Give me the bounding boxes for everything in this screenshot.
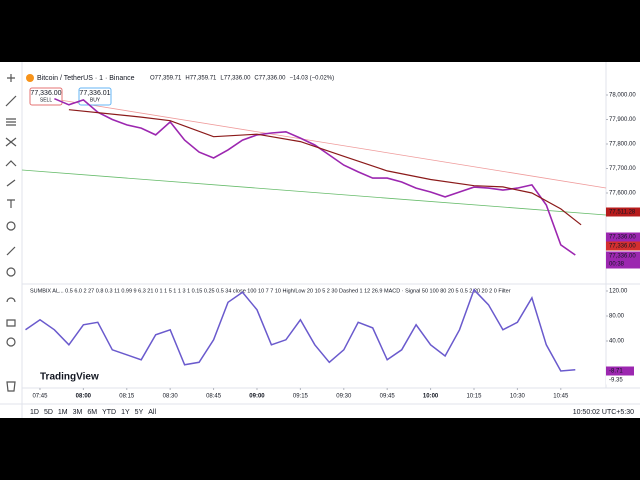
ohlc-value: O77,359.71 (150, 76, 182, 82)
range-button[interactable]: 1Y (121, 409, 130, 416)
ohlc-value: H77,359.71 (185, 76, 217, 82)
fib-tool[interactable] (6, 118, 16, 126)
logo: TradingView (40, 372, 99, 383)
osc-badge-label: -8.71 (609, 369, 623, 375)
series-line (25, 288, 576, 372)
x-tick-label: 09:45 (380, 394, 396, 400)
series-line (68, 109, 582, 226)
text-tool[interactable] (7, 199, 15, 208)
hide-tool[interactable] (6, 337, 16, 347)
ohlc-value: C77,336.00 (254, 76, 286, 82)
range-button[interactable]: 1M (58, 409, 68, 416)
clock: 10:50:02 UTC+5:30 (573, 409, 634, 416)
sell-price: 77,336.00 (30, 90, 61, 97)
price-badge-label: 77,336.00 (609, 254, 636, 260)
buy-price: 77,336.01 (79, 90, 110, 97)
pattern-tool[interactable] (5, 137, 17, 147)
ohlc-value: −14.03 (−0.02%) (289, 76, 334, 82)
ohlc-value: L77,336.00 (220, 76, 251, 82)
forecast-tool[interactable] (5, 160, 17, 167)
range-button[interactable]: YTD (102, 409, 116, 416)
osc-badge (606, 375, 634, 385)
osc-badge (606, 366, 634, 376)
zoom-tool[interactable] (6, 267, 16, 277)
lock-tool[interactable] (6, 319, 16, 327)
measure-tool[interactable] (6, 246, 16, 256)
range-button[interactable]: 5Y (135, 409, 144, 416)
x-tick-label: 10:30 (510, 394, 526, 400)
y-tick-label: 78,000.00 (609, 93, 636, 99)
y-tick-label: 80.00 (609, 314, 625, 320)
icon-tool[interactable] (6, 221, 16, 231)
y-tick-label: 77,600.00 (609, 191, 636, 197)
range-button[interactable]: 3M (73, 409, 83, 416)
indicator-title[interactable]: SUMBIX AL... 0.5 6.0 2 27 0.8 0.3 11 0.9… (30, 288, 511, 294)
range-button[interactable]: 5D (44, 409, 53, 416)
x-tick-label: 09:00 (249, 394, 265, 400)
buy-label: BUY (90, 97, 101, 103)
price-badge-label: 77,336.00 (609, 235, 636, 241)
x-tick-label: 08:00 (76, 394, 92, 400)
symbol-title[interactable]: Bitcoin / TetherUS · 1 · Binance (37, 75, 135, 82)
price-badge-label: 77,336.00 (609, 244, 636, 250)
x-tick-label: 10:15 (466, 394, 482, 400)
delete-tool[interactable] (6, 381, 16, 392)
app-background (0, 62, 640, 418)
x-tick-label: 08:15 (119, 394, 135, 400)
left-toolbar (5, 74, 17, 392)
x-tick-label: 10:00 (423, 394, 439, 400)
y-tick-label: 77,700.00 (609, 166, 636, 172)
series-line (54, 97, 576, 256)
osc-badge-label: -9.35 (609, 378, 623, 384)
drawn-trend-line (59, 99, 607, 189)
y-tick-label: 77,900.00 (609, 117, 636, 123)
brush-tool[interactable] (6, 179, 16, 187)
trend-line-tool[interactable] (5, 95, 17, 107)
magnet-tool[interactable] (6, 297, 16, 303)
drawn-trend-line (21, 169, 607, 216)
price-badge (606, 232, 640, 242)
x-tick-label: 09:15 (293, 394, 309, 400)
range-button[interactable]: 1D (30, 409, 39, 416)
x-tick-label: 09:30 (336, 394, 352, 400)
range-bar: 1D 5D 1M 3M 6M YTD 1Y 5Y All (30, 409, 156, 416)
price-badge (606, 251, 640, 261)
y-tick-label: 77,800.00 (609, 142, 636, 148)
price-badge (606, 241, 640, 251)
y-tick-label: 40.00 (609, 339, 625, 345)
sell-label: SELL (40, 97, 52, 103)
countdown-bg (606, 259, 640, 269)
price-badge (606, 207, 640, 217)
ohlc-legend: O77,359.71 H77,359.71 L77,336.00 C77,336.00… (150, 76, 334, 82)
countdown: 00:38 (609, 262, 625, 268)
range-button[interactable]: All (148, 409, 156, 416)
crosshair-tool[interactable] (7, 74, 15, 82)
x-tick-label: 10:45 (553, 394, 569, 400)
x-tick-label: 07:45 (32, 394, 48, 400)
symbol-icon (26, 74, 34, 82)
x-tick-label: 08:45 (206, 394, 222, 400)
price-badge-label: 77,511.28 (609, 210, 636, 216)
x-tick-label: 08:30 (163, 394, 179, 400)
y-tick-label: 120.00 (609, 289, 628, 295)
buy-button[interactable] (78, 87, 112, 106)
sell-button[interactable] (29, 87, 63, 106)
range-button[interactable]: 6M (87, 409, 97, 416)
